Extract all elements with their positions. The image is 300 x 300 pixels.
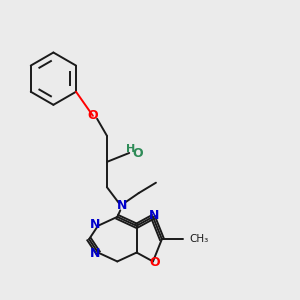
Text: O: O bbox=[88, 109, 98, 122]
Text: N: N bbox=[149, 209, 160, 223]
Text: CH₃: CH₃ bbox=[189, 234, 208, 244]
Text: O: O bbox=[149, 256, 160, 269]
Text: H: H bbox=[126, 144, 135, 154]
Text: O: O bbox=[133, 147, 143, 161]
Text: N: N bbox=[90, 247, 100, 260]
Text: N: N bbox=[90, 218, 100, 231]
Text: N: N bbox=[117, 200, 127, 212]
